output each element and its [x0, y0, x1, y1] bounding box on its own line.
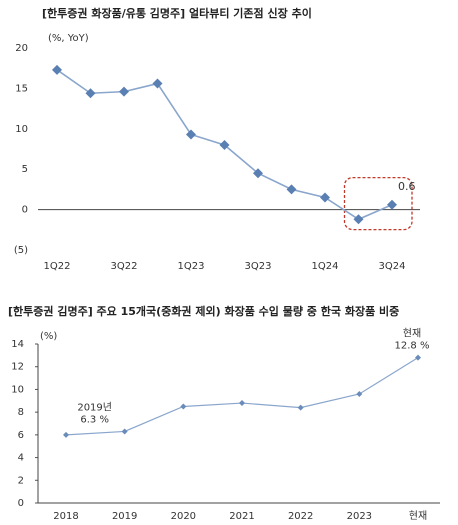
marker — [356, 390, 363, 397]
x-tick-label: 2020 — [171, 511, 196, 522]
data-label: 6.3 % — [80, 414, 109, 425]
marker — [286, 184, 297, 195]
y-tick-label: 0 — [18, 498, 24, 509]
y-tick-label: 5 — [22, 164, 28, 175]
marker — [239, 400, 245, 407]
x-tick-label: 2018 — [53, 511, 78, 522]
chart-title: [한투증권 화장품/유통 김명주] 얼타뷰티 기존점 신장 추이 — [42, 6, 312, 20]
chart-title: [한투증권 김명주] 주요 15개국(중화권 제외) 화장품 수입 물량 중 한… — [8, 304, 399, 318]
y-tick-label: 0 — [22, 205, 28, 216]
data-label: 0.6 — [398, 180, 416, 193]
marker — [387, 199, 397, 210]
x-tick-label: 1Q22 — [44, 261, 71, 272]
data-line — [65, 357, 419, 436]
x-tick-label: 1Q23 — [178, 261, 205, 272]
unit-label: (%, YoY) — [48, 33, 89, 44]
marker — [253, 168, 263, 179]
y-tick-label: 15 — [15, 83, 28, 94]
marker — [353, 214, 364, 225]
x-tick-label: 2022 — [288, 511, 313, 522]
y-tick-label: 6 — [18, 430, 24, 441]
y-tick-label: 10 — [11, 384, 24, 395]
annotation: 2019년 — [77, 401, 112, 413]
y-tick-label: 20 — [15, 43, 28, 54]
y-tick-label: 8 — [18, 407, 24, 418]
marker — [180, 403, 187, 410]
y-tick-label: 12 — [11, 362, 24, 373]
marker — [119, 86, 129, 97]
marker — [85, 88, 96, 99]
y-tick-label: 4 — [18, 453, 24, 464]
x-tick-label: 2019 — [112, 511, 137, 522]
y-tick-label: (5) — [14, 245, 28, 256]
marker — [415, 354, 421, 361]
marker — [219, 139, 230, 150]
highlight-box — [343, 176, 413, 231]
marker — [121, 428, 128, 435]
marker — [52, 64, 62, 75]
x-tick-label: 1Q24 — [312, 261, 339, 272]
x-tick-label: 현재 — [409, 510, 427, 522]
x-tick-label: 2021 — [229, 511, 254, 522]
y-tick-label: 14 — [11, 339, 24, 350]
data-label: 12.8 % — [395, 341, 430, 352]
annotation: 현재 — [403, 328, 421, 340]
unit-label: (%) — [40, 331, 57, 342]
y-tick-label: 10 — [15, 124, 28, 135]
marker — [63, 431, 69, 438]
x-tick-label: 3Q22 — [111, 261, 138, 272]
marker — [186, 129, 196, 140]
x-tick-label: 2023 — [347, 511, 372, 522]
y-tick-label: 2 — [18, 475, 24, 486]
marker — [320, 192, 330, 203]
x-tick-label: 3Q23 — [245, 261, 272, 272]
marker — [297, 404, 304, 411]
marker — [152, 78, 163, 89]
x-tick-label: 3Q24 — [379, 261, 406, 272]
